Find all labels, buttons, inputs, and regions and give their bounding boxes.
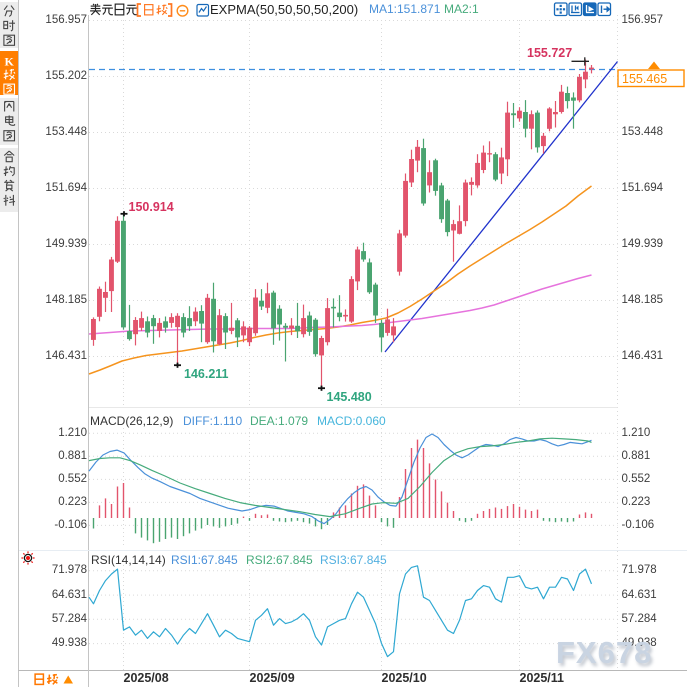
svg-text:K: K xyxy=(5,55,15,69)
